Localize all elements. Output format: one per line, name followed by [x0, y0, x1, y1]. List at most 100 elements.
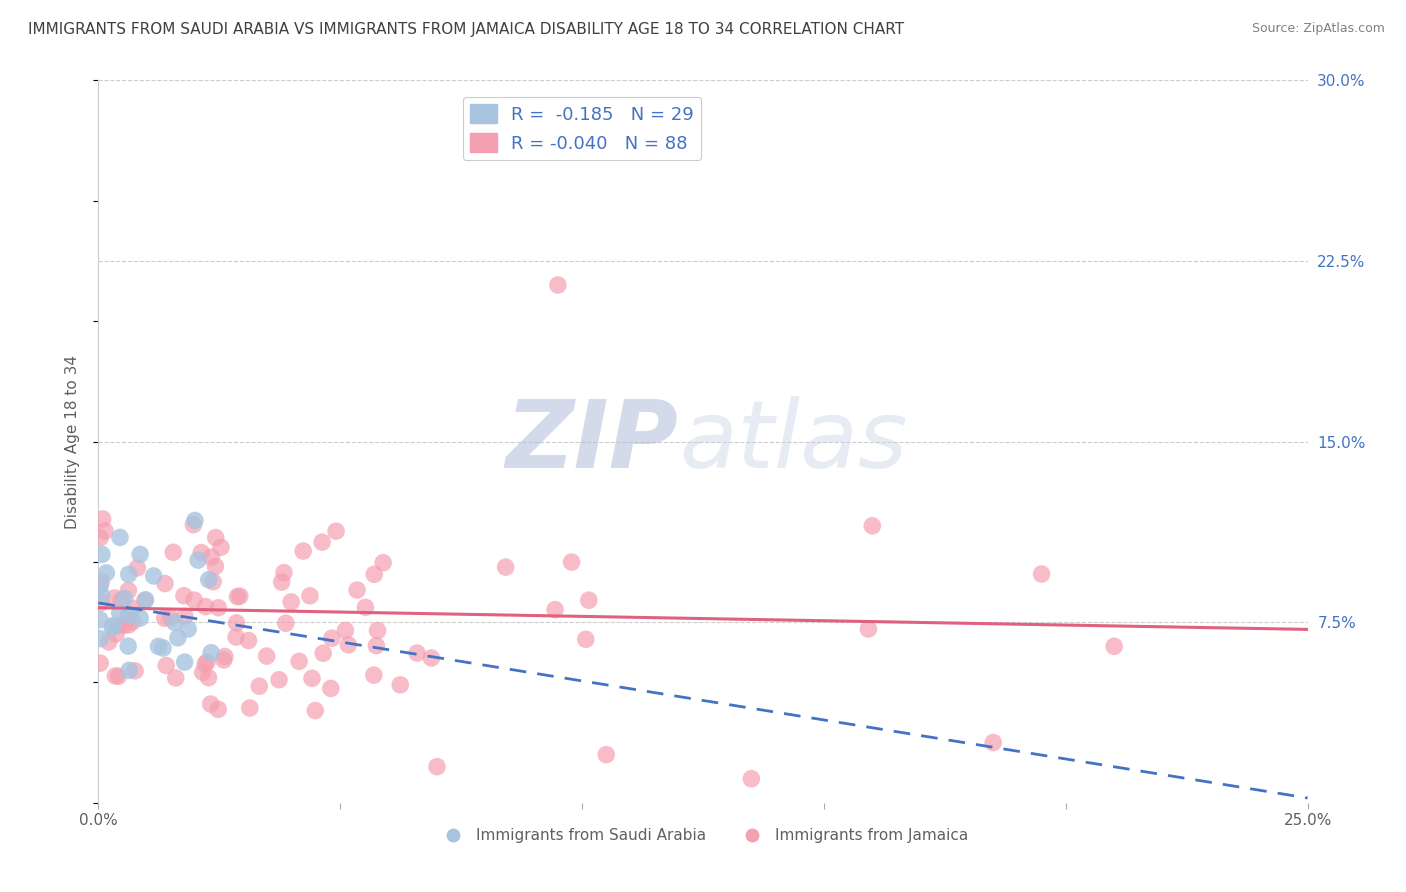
Text: Source: ZipAtlas.com: Source: ZipAtlas.com	[1251, 22, 1385, 36]
Point	[578, 593, 600, 607]
Point	[163, 615, 186, 630]
Point	[101, 620, 124, 634]
Text: IMMIGRANTS FROM SAUDI ARABIA VS IMMIGRANTS FROM JAMAICA DISABILITY AGE 18 TO 34 : IMMIGRANTS FROM SAUDI ARABIA VS IMMIGRAN…	[28, 22, 904, 37]
Point	[225, 615, 247, 630]
Point	[389, 678, 412, 692]
Point	[183, 593, 205, 607]
Point	[118, 663, 141, 677]
Point	[346, 582, 368, 597]
Point	[105, 627, 128, 641]
Point	[155, 658, 177, 673]
Point	[153, 576, 176, 591]
Point	[195, 655, 218, 669]
Point	[740, 772, 762, 786]
Point	[90, 596, 112, 610]
Point	[194, 599, 217, 614]
Point	[91, 548, 114, 562]
Point	[183, 517, 205, 532]
Point	[121, 615, 143, 629]
Point	[148, 640, 170, 654]
Point	[1031, 567, 1053, 582]
Point	[207, 702, 229, 716]
Point	[204, 559, 226, 574]
Point	[301, 671, 323, 685]
Point	[134, 593, 156, 607]
Point	[204, 531, 226, 545]
Point	[197, 671, 219, 685]
Point	[200, 646, 222, 660]
Point	[858, 622, 880, 636]
Point	[127, 561, 149, 575]
Point	[104, 591, 127, 605]
Text: atlas: atlas	[679, 396, 907, 487]
Point	[89, 656, 111, 670]
Point	[406, 646, 429, 660]
Point	[135, 592, 157, 607]
Point	[335, 624, 357, 638]
Point	[226, 590, 249, 604]
Point	[209, 541, 232, 555]
Y-axis label: Disability Age 18 to 34: Disability Age 18 to 34	[65, 354, 80, 529]
Point	[280, 595, 302, 609]
Point	[90, 574, 112, 589]
Point	[94, 524, 117, 538]
Point	[110, 593, 132, 607]
Point	[96, 566, 118, 580]
Point	[197, 573, 219, 587]
Point	[373, 556, 395, 570]
Point	[173, 655, 195, 669]
Point	[426, 760, 449, 774]
Point	[292, 544, 315, 558]
Point	[117, 618, 139, 632]
Point	[121, 601, 143, 615]
Point	[420, 651, 443, 665]
Point	[108, 531, 131, 545]
Point	[153, 611, 176, 625]
Point	[239, 701, 262, 715]
Point	[225, 630, 247, 644]
Point	[267, 673, 290, 687]
Point	[256, 649, 278, 664]
Point	[112, 618, 135, 632]
Point	[367, 624, 389, 638]
Point	[165, 671, 187, 685]
Point	[194, 657, 217, 671]
Point	[273, 566, 295, 580]
Point	[312, 646, 335, 660]
Point	[575, 632, 598, 647]
Point	[325, 524, 347, 539]
Point	[117, 583, 139, 598]
Point	[238, 633, 260, 648]
Point	[547, 277, 569, 292]
Point	[129, 547, 152, 561]
Point	[89, 613, 111, 627]
Point	[91, 512, 114, 526]
Point	[104, 669, 127, 683]
Point	[162, 545, 184, 559]
Point	[108, 606, 131, 620]
Point	[354, 600, 377, 615]
Point	[212, 653, 235, 667]
Point	[288, 654, 311, 668]
Point	[89, 632, 111, 646]
Point	[981, 735, 1004, 749]
Point	[321, 631, 343, 645]
Point	[202, 574, 225, 589]
Point	[107, 669, 129, 683]
Point	[142, 569, 165, 583]
Point	[118, 567, 141, 582]
Point	[174, 609, 197, 624]
Point	[561, 555, 583, 569]
Point	[187, 553, 209, 567]
Point	[366, 639, 388, 653]
Point	[544, 602, 567, 616]
Point	[200, 549, 222, 564]
Point	[117, 608, 139, 623]
Point	[595, 747, 617, 762]
Point	[124, 664, 146, 678]
Point	[190, 545, 212, 559]
Point	[177, 622, 200, 636]
Text: ZIP: ZIP	[506, 395, 679, 488]
Point	[159, 610, 181, 624]
Point	[152, 640, 174, 655]
